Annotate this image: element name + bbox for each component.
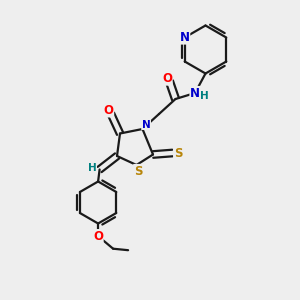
Text: O: O xyxy=(93,230,103,243)
Text: H: H xyxy=(88,163,97,173)
Text: S: S xyxy=(174,146,182,160)
Text: N: N xyxy=(190,86,200,100)
Text: H: H xyxy=(200,91,208,101)
Text: O: O xyxy=(103,104,114,117)
Text: N: N xyxy=(142,119,151,130)
Text: O: O xyxy=(162,72,172,85)
Text: S: S xyxy=(134,164,142,178)
Text: N: N xyxy=(180,31,190,44)
